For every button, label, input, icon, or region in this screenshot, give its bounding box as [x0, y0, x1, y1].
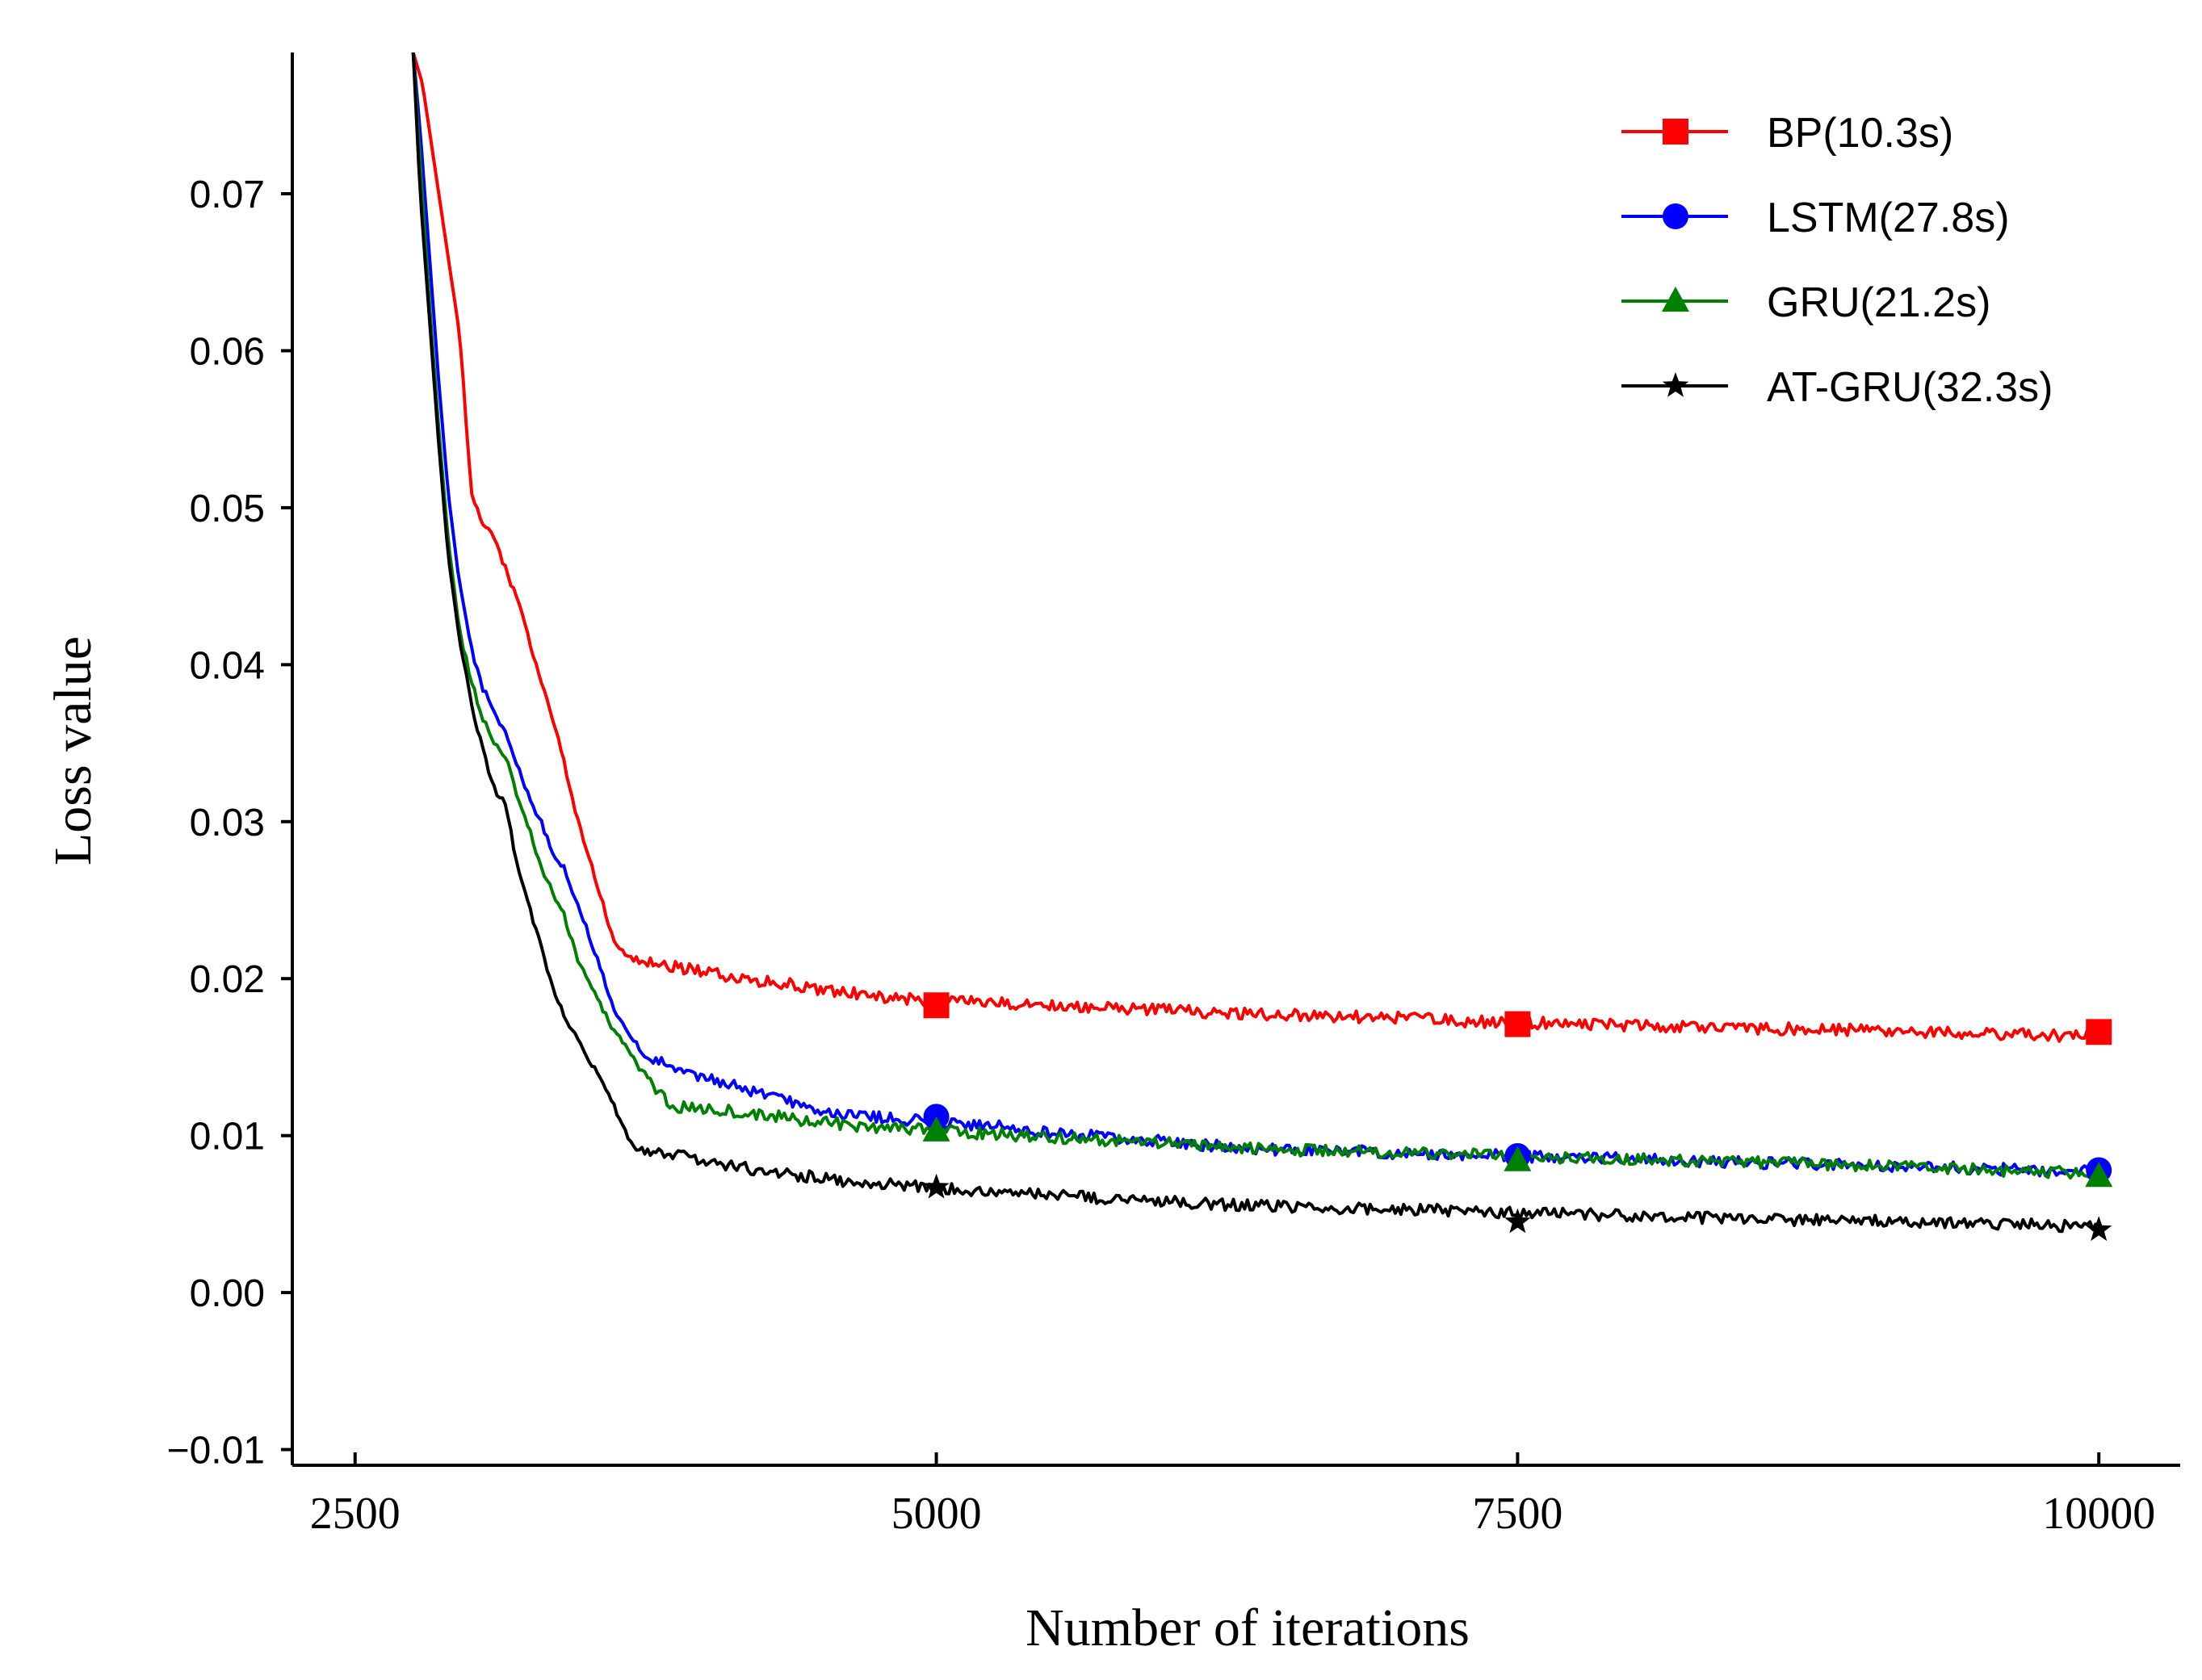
- legend-marker-at-gru: [1662, 372, 1689, 397]
- y-tick-label: 0.06: [190, 330, 265, 373]
- y-tick-label: 0.05: [190, 488, 265, 530]
- legend-marker-bp: [1663, 119, 1688, 145]
- legend-marker-gru: [1662, 287, 1689, 312]
- y-tick-label: 0.03: [190, 802, 265, 844]
- legend-label-bp: BP(10.3s): [1767, 110, 1953, 157]
- x-tick-label: 2500: [310, 1489, 401, 1539]
- data-marker-gru: [922, 1116, 950, 1142]
- y-tick-label: −0.01: [167, 1430, 265, 1473]
- legend-label-at-gru: AT-GRU(32.3s): [1767, 364, 2053, 411]
- data-marker-bp: [2086, 1019, 2112, 1045]
- series-lines: [411, 52, 2100, 1234]
- series-line-bp: [411, 52, 2100, 1043]
- legend-label-gru: GRU(21.2s): [1767, 279, 1990, 326]
- legend: BP(10.3s) LSTM(27.8s) GRU(21.2s) AT-GRU(32.…: [1621, 110, 2053, 411]
- series-line-at-gru: [411, 52, 2100, 1234]
- data-marker-gru: [1504, 1146, 1532, 1171]
- series-markers: [922, 992, 2113, 1242]
- x-axis-title: Number of iterations: [1026, 1598, 1470, 1657]
- y-tick-label: 0.01: [190, 1116, 265, 1158]
- x-tick-label: 5000: [891, 1489, 982, 1539]
- x-tick-label: 7500: [1472, 1489, 1562, 1539]
- y-tick-label: 0.00: [190, 1272, 265, 1315]
- series-line-gru: [411, 52, 2100, 1180]
- data-marker-bp: [1504, 1011, 1531, 1037]
- data-marker-at-gru: [1504, 1208, 1531, 1234]
- axes: −0.01 0.00 0.01 0.02 0.03 0.04 0.05 0.06 0.07 250…: [167, 52, 2180, 1539]
- legend-marker-lstm: [1663, 203, 1688, 229]
- y-axis-title: Loss value: [44, 636, 103, 865]
- data-marker-at-gru: [923, 1173, 950, 1199]
- data-marker-bp: [923, 992, 950, 1019]
- x-tick-label: 10000: [2042, 1489, 2155, 1539]
- data-marker-gru: [2085, 1162, 2113, 1188]
- y-tick-label: 0.07: [190, 174, 265, 216]
- legend-label-lstm: LSTM(27.8s): [1767, 195, 2010, 241]
- data-marker-at-gru: [2086, 1216, 2112, 1242]
- y-tick-label: 0.02: [190, 958, 265, 1001]
- y-tick-label: 0.04: [190, 644, 265, 687]
